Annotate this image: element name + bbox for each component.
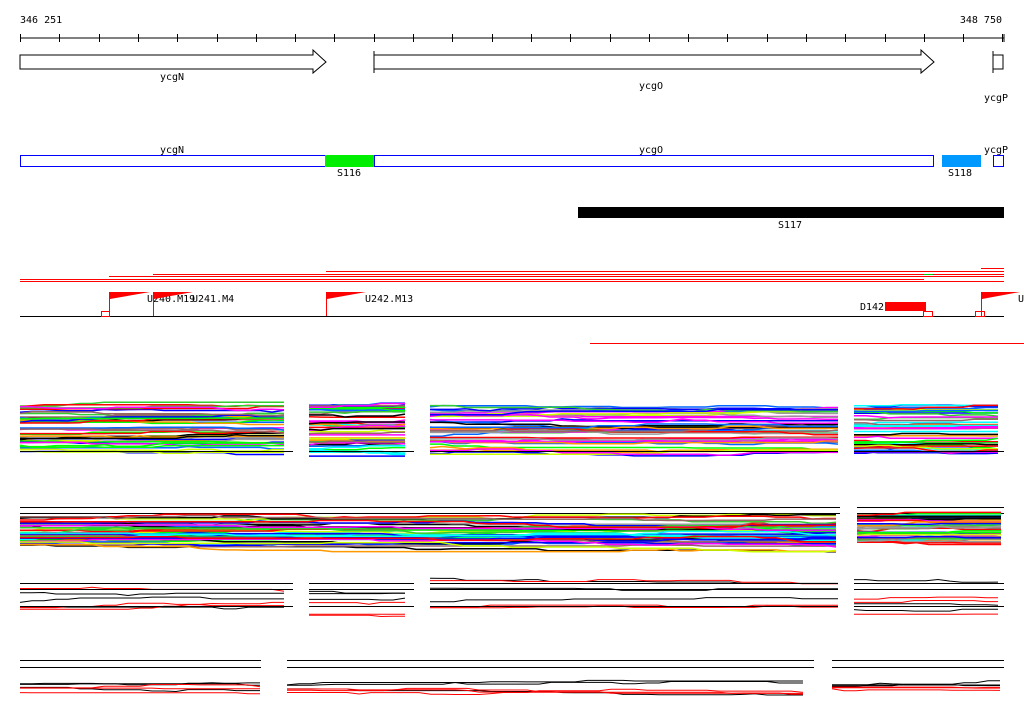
gene-box-label: ycgO — [639, 145, 663, 156]
flag-label: U — [1018, 294, 1024, 305]
annotation-track: ycgN S116 ycgO S118 ycgP — [21, 145, 1009, 179]
profile-panel — [287, 688, 803, 694]
profile-panel — [20, 685, 260, 694]
profile-line — [854, 597, 998, 599]
profile-line — [857, 524, 1001, 525]
deletion-D142[interactable]: D142 — [860, 302, 933, 317]
gene-track: ycgN ycgO ycgP — [20, 50, 1008, 104]
profile-panel — [430, 406, 838, 456]
flag-U240[interactable]: U240.M19 — [102, 292, 196, 317]
gene-box-ycgO[interactable] — [375, 156, 934, 167]
flag-U242[interactable]: U242.M13 — [327, 292, 414, 316]
gene-label: ycgP — [984, 93, 1008, 104]
profile-panel — [854, 597, 998, 614]
flag-label: U242.M13 — [365, 294, 413, 305]
ruler-start-label: 346 251 — [20, 15, 62, 26]
profile-line — [854, 436, 998, 438]
segment-bar-S117[interactable]: S117 — [578, 207, 1004, 231]
profile-panel — [309, 403, 405, 456]
profile-panel — [857, 512, 1001, 544]
segment-label: S116 — [337, 168, 361, 179]
profile-panel — [832, 687, 1000, 691]
profile-line — [20, 418, 284, 419]
gene-box-label: ycgP — [984, 145, 1008, 156]
profile-line — [309, 417, 405, 418]
gene-arrow-ycgO[interactable]: ycgO — [374, 50, 934, 92]
profile-line — [832, 689, 1000, 691]
profile-line — [854, 444, 998, 445]
profile-line — [309, 602, 405, 604]
profile-line — [430, 598, 838, 602]
profile-line — [309, 432, 405, 433]
profile-line — [857, 534, 1001, 535]
segment-S116[interactable] — [325, 155, 374, 167]
profile-line — [854, 601, 998, 603]
profile-line — [309, 615, 405, 616]
profile-line — [854, 416, 998, 418]
segment-label: S117 — [778, 220, 802, 231]
gene-box-label: ycgN — [160, 145, 184, 156]
profile-line — [20, 593, 284, 596]
profile-line — [854, 580, 998, 583]
flag-U-edge[interactable]: U — [976, 292, 1024, 317]
gene-box-ycgP[interactable] — [994, 156, 1004, 167]
profile-panel — [20, 402, 284, 454]
ruler-end-label: 348 750 — [960, 15, 1002, 26]
profile-line — [309, 429, 405, 431]
gene-label: ycgN — [160, 72, 184, 83]
read-coverage-lines — [20, 269, 1004, 282]
gene-box-ycgN[interactable] — [21, 156, 326, 167]
profile-line — [854, 609, 998, 611]
profile-line — [832, 681, 1000, 685]
profile-line — [309, 598, 405, 600]
profile-panel — [309, 602, 405, 616]
flag-label: U241.M4 — [192, 294, 234, 305]
profile-panel — [832, 681, 1000, 687]
profile-panel — [20, 514, 836, 552]
feature-track: U240.M19 U241.M4 U242.M13 D142 U — [20, 292, 1024, 344]
expression-plots — [20, 402, 1004, 695]
profile-panel — [309, 591, 405, 600]
profile-line — [20, 693, 260, 694]
segment-S118[interactable] — [942, 155, 981, 167]
profile-line — [854, 434, 998, 435]
profile-panel — [854, 405, 998, 454]
gene-arrow-ycgN[interactable]: ycgN — [20, 50, 326, 83]
gene-arrow-ycgP[interactable]: ycgP — [984, 51, 1008, 104]
gene-label: ycgO — [639, 81, 663, 92]
profile-line — [20, 597, 284, 602]
segment-label: S118 — [948, 168, 972, 179]
coordinate-ruler: 346 251 348 750 — [20, 15, 1004, 42]
profile-panel — [20, 683, 260, 692]
profile-line — [854, 604, 998, 606]
deletion-label: D142 — [860, 302, 884, 313]
